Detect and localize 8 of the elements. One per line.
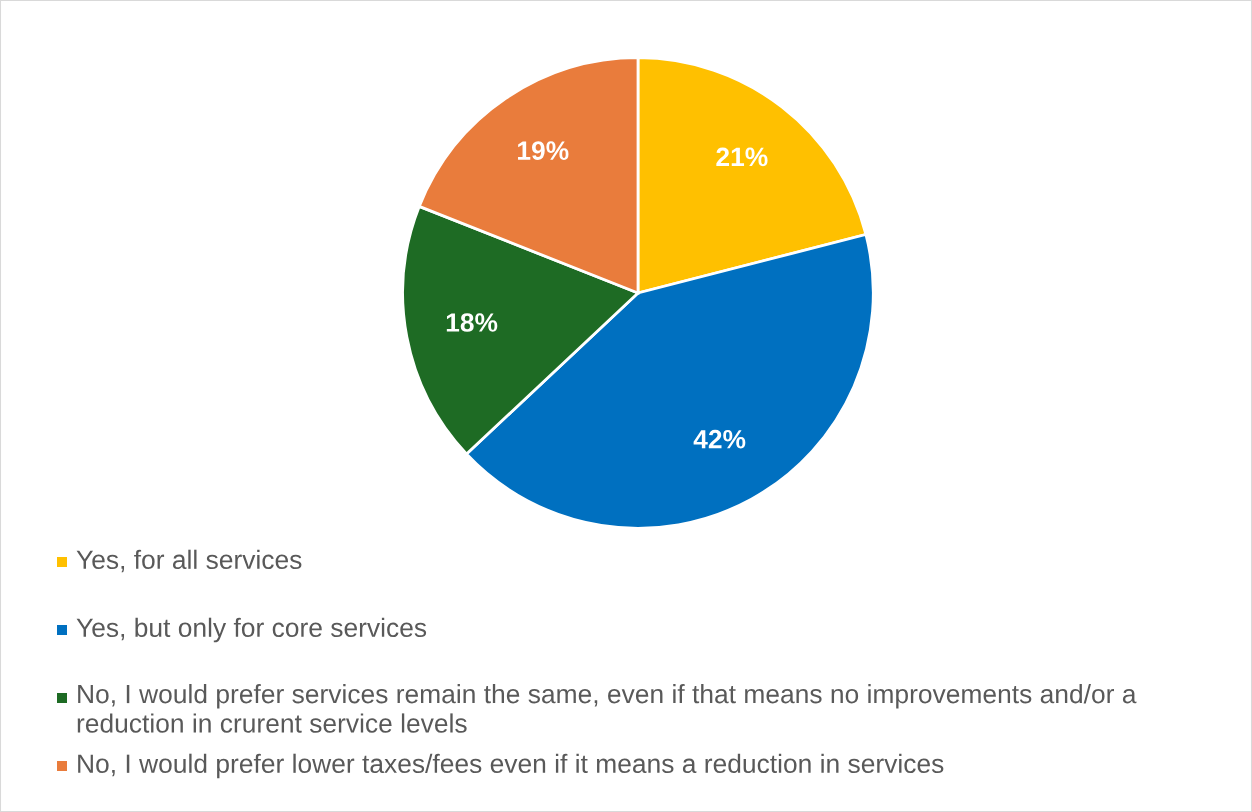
legend-label: No, I would prefer services remain the same, even if that means no improvements and/or a reduction in crurent service levels xyxy=(77,684,1137,733)
data-label: 19% xyxy=(518,141,569,160)
data-label: 18% xyxy=(446,313,498,332)
legend-label: Yes, but only for core services xyxy=(76,617,427,643)
legend-label: No, I would prefer lower taxes/fees even if it means a reduction in services xyxy=(78,753,944,779)
data-label: 42% xyxy=(693,429,746,449)
legend-label: Yes, for all services xyxy=(76,549,302,573)
data-label: 21% xyxy=(716,147,768,167)
